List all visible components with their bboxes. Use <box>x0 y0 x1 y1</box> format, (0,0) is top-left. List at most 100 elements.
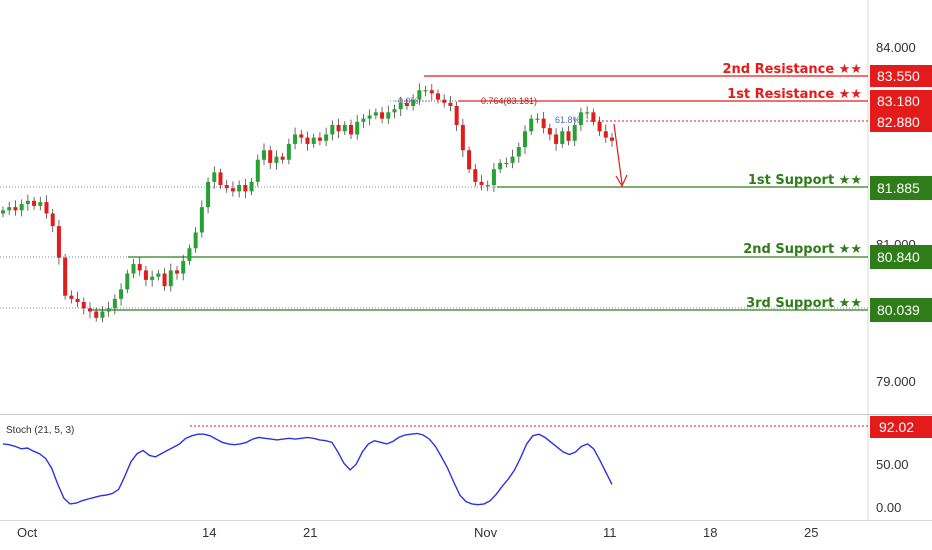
candle <box>75 298 80 302</box>
price-tag-text: 82.880 <box>877 114 920 130</box>
time-tick-label: 18 <box>703 525 717 540</box>
time-tick-label: Nov <box>474 525 498 540</box>
candle <box>504 162 509 165</box>
candle <box>274 156 279 163</box>
price-tag-text: 80.039 <box>877 302 920 318</box>
candle <box>280 156 285 160</box>
candle <box>585 112 590 114</box>
candle <box>523 131 527 148</box>
stoch-line <box>2 432 613 506</box>
candle <box>131 264 136 274</box>
candle <box>516 147 521 157</box>
candle <box>448 102 453 106</box>
price-tag-text: 83.550 <box>877 68 920 84</box>
candle <box>398 102 403 110</box>
candle <box>237 185 242 192</box>
time-tick-label: 21 <box>303 525 317 540</box>
candle <box>541 118 546 129</box>
candle <box>349 124 353 135</box>
candle <box>206 181 211 208</box>
candle <box>212 172 217 182</box>
candle <box>293 134 298 144</box>
candle <box>610 137 614 141</box>
candle <box>94 311 99 318</box>
candle <box>566 131 571 141</box>
projection-arrowhead <box>615 174 628 188</box>
candle <box>56 226 61 258</box>
candle <box>560 131 565 144</box>
candle <box>423 90 428 92</box>
price-tick-label: 79.000 <box>876 374 916 389</box>
indicator-tag-text: 92.02 <box>879 419 914 435</box>
candle <box>429 90 434 94</box>
candle <box>181 260 186 274</box>
candle <box>81 302 86 309</box>
candle <box>473 169 478 182</box>
candle <box>479 181 484 186</box>
candle <box>106 308 111 312</box>
indicator-label: Stoch (21, 5, 3) <box>6 425 74 436</box>
candles <box>1 83 614 323</box>
indicator-tick-label: 50.00 <box>876 457 909 472</box>
candle <box>25 200 30 204</box>
candle <box>299 134 304 138</box>
level-label-2nd-support: 2nd Support ★★ <box>743 242 862 257</box>
candle <box>454 106 459 125</box>
candle <box>50 213 55 227</box>
candle <box>367 115 372 119</box>
candle <box>199 207 204 233</box>
level-label-3rd-support: 3rd Support ★★ <box>746 296 862 311</box>
candle <box>392 109 397 113</box>
candle <box>591 112 596 122</box>
candle <box>119 289 124 299</box>
candle <box>311 137 316 144</box>
candle <box>230 188 235 192</box>
candle <box>168 270 173 287</box>
fib-label-00: 0.0% <box>398 96 419 106</box>
price-tag-2nd-resistance <box>870 65 932 87</box>
candle <box>411 99 416 106</box>
price-tag-text: 83.180 <box>877 93 920 109</box>
candle <box>380 112 385 119</box>
price-tag-text: 81.885 <box>877 180 920 196</box>
level-label-2nd-resistance: 2nd Resistance ★★ <box>723 62 863 77</box>
candle <box>262 150 266 160</box>
price-tag-1st-resistance <box>870 90 932 112</box>
indicator-tick-label: 0.00 <box>876 500 901 515</box>
candle <box>305 137 310 144</box>
candle <box>38 202 43 206</box>
candle <box>317 137 322 141</box>
candle <box>491 169 496 186</box>
candle <box>137 264 142 271</box>
candle <box>547 128 552 135</box>
candle <box>162 273 167 287</box>
fib-label-0764: 0.764(83.181) <box>481 96 537 106</box>
candle <box>404 102 409 106</box>
candle <box>19 204 24 211</box>
candle <box>7 207 12 211</box>
candle <box>88 308 92 312</box>
price-tag-1st-support <box>870 176 932 200</box>
price-tick-label: 84.000 <box>876 40 916 55</box>
candle <box>373 112 378 116</box>
price-tag-text: 80.840 <box>877 249 920 265</box>
fib-label-618: 61.8% <box>555 115 581 125</box>
candle <box>255 159 260 182</box>
candle <box>150 276 155 280</box>
candle <box>442 99 447 103</box>
candle <box>268 150 273 163</box>
candle <box>578 112 583 125</box>
candle <box>342 124 347 132</box>
candle <box>249 181 254 192</box>
candle <box>535 118 540 120</box>
price-tag-current <box>870 112 932 132</box>
candle <box>336 124 341 132</box>
candle <box>63 257 68 296</box>
candle <box>386 112 391 119</box>
candle <box>112 298 117 309</box>
candle <box>224 185 229 189</box>
time-tick-label: 25 <box>804 525 818 540</box>
candle <box>156 273 161 277</box>
candle <box>193 232 198 249</box>
candle <box>69 295 74 299</box>
